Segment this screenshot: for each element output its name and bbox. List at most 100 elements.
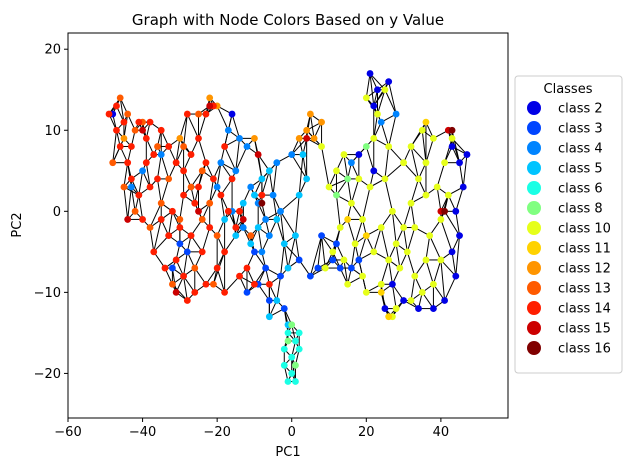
y-tick-label: −10 — [34, 286, 61, 301]
graph-edge — [321, 235, 326, 269]
data-point — [381, 175, 389, 183]
data-point — [362, 232, 370, 240]
data-point — [418, 288, 426, 296]
data-point — [135, 118, 143, 126]
data-point — [232, 167, 240, 175]
data-point — [243, 143, 251, 150]
data-point — [251, 280, 258, 288]
data-point — [377, 224, 385, 231]
data-point — [210, 175, 217, 183]
graph-edge — [362, 186, 371, 220]
data-point — [325, 183, 333, 191]
data-point — [452, 272, 460, 280]
data-point — [183, 110, 191, 118]
data-point — [124, 110, 132, 118]
data-point — [295, 329, 303, 337]
x-tick-label: −40 — [129, 425, 156, 440]
graph-edge — [186, 113, 199, 139]
data-point — [448, 143, 456, 150]
data-point — [124, 216, 132, 223]
graph-edge — [309, 113, 315, 139]
data-point — [221, 216, 229, 223]
graph-edge — [216, 267, 226, 293]
series-class-2 — [109, 70, 471, 312]
series-class-8 — [284, 143, 370, 369]
data-point — [198, 248, 206, 256]
y-tick-label: −20 — [34, 367, 61, 382]
graph-edge — [380, 227, 390, 261]
data-point — [191, 264, 199, 272]
series-class-6 — [280, 329, 303, 385]
data-point — [251, 248, 258, 256]
y-tick-label: 0 — [53, 205, 61, 220]
data-point — [411, 224, 419, 231]
data-point — [400, 297, 407, 304]
data-point — [374, 86, 381, 94]
data-point — [187, 232, 195, 240]
graph-edge — [321, 146, 330, 188]
data-point — [340, 151, 348, 158]
data-point — [221, 143, 229, 150]
graph-edge — [257, 154, 263, 179]
legend-marker — [527, 321, 541, 335]
data-point — [116, 143, 124, 150]
data-point — [213, 232, 221, 240]
data-point — [452, 207, 460, 215]
graph-edge — [283, 243, 289, 269]
legend-marker — [527, 161, 541, 175]
graph-edge — [153, 219, 162, 252]
data-point — [456, 159, 463, 167]
data-point — [165, 143, 173, 150]
graph-edge — [365, 73, 371, 98]
data-point — [258, 175, 266, 183]
data-point — [277, 272, 284, 280]
graph-edge — [145, 162, 151, 188]
data-point — [333, 191, 340, 199]
graph-edge — [384, 178, 393, 212]
y-tick-label: 20 — [44, 43, 61, 58]
graph-edge — [153, 235, 170, 253]
legend-label: class 12 — [558, 262, 611, 277]
data-point — [273, 159, 281, 167]
data-point — [195, 183, 202, 191]
graph-edge — [391, 284, 397, 309]
data-point — [422, 159, 430, 167]
data-point — [239, 199, 247, 207]
data-point — [306, 110, 314, 118]
graph-edge — [410, 178, 419, 204]
data-point — [415, 305, 422, 312]
data-point — [243, 288, 251, 296]
data-point — [392, 110, 400, 118]
graph-edge — [343, 259, 349, 285]
data-point — [236, 134, 243, 142]
data-point — [150, 151, 158, 158]
data-point — [448, 248, 456, 256]
graph-edge — [112, 130, 117, 163]
data-point — [105, 110, 113, 118]
graph-edge — [280, 243, 285, 277]
x-axis-label: PC1 — [275, 445, 300, 460]
data-point — [169, 280, 176, 288]
data-point — [176, 224, 184, 231]
series-class-12 — [120, 94, 325, 142]
legend-label: class 5 — [558, 162, 603, 177]
data-point — [139, 126, 146, 134]
data-point — [303, 126, 311, 134]
graph-edge — [403, 227, 408, 252]
data-point — [195, 134, 202, 142]
legend-title: Classes — [544, 82, 593, 97]
legend-marker — [527, 341, 541, 355]
data-point — [191, 199, 199, 207]
data-point — [403, 248, 411, 256]
series-class-13 — [109, 94, 255, 288]
graph-edge — [160, 178, 170, 204]
data-point — [374, 110, 381, 118]
data-point — [381, 305, 389, 312]
data-point — [441, 159, 449, 167]
data-point — [239, 224, 247, 231]
graph-edge — [127, 162, 132, 188]
graph-edge — [302, 154, 308, 179]
graph-edge — [373, 227, 382, 252]
data-point — [183, 248, 191, 256]
graph-edge — [280, 194, 300, 212]
